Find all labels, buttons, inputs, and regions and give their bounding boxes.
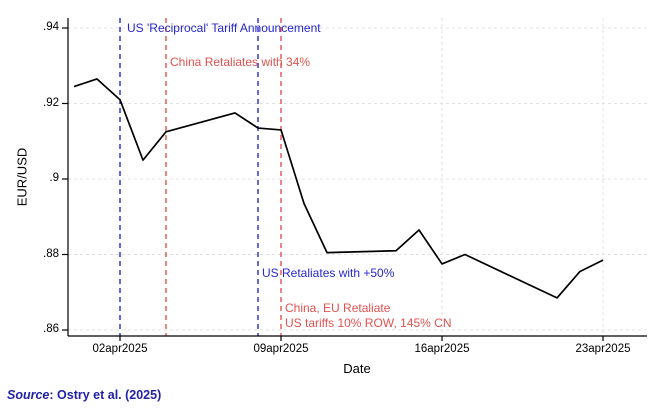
event-lines — [119, 18, 282, 336]
y-tick-label: .9 — [49, 172, 59, 184]
source-citation: : Ostry et al. (2025) — [49, 388, 162, 402]
x-axis-title: Date — [343, 361, 371, 376]
x-tick-label: 16apr2025 — [414, 343, 470, 355]
gridlines — [68, 18, 647, 336]
price-line — [73, 78, 604, 299]
source-label: Source — [7, 388, 50, 402]
annotation-us-reciprocal-tariff: US 'Reciprocal' Tariff Announcement — [127, 21, 321, 35]
annotation-china-retaliates-34: China Retaliates with 34% — [170, 55, 311, 69]
y-tick-label: .86 — [43, 323, 59, 335]
y-tick-label: .88 — [43, 247, 59, 260]
x-tick-label: 23apr2025 — [575, 343, 631, 355]
y-tick-label: .94 — [43, 21, 59, 33]
x-tick-label: 02apr2025 — [92, 343, 148, 355]
annotation-china-eu-line-1: China, EU Retaliate — [285, 301, 391, 315]
axes — [62, 18, 647, 341]
annotation-china-eu-line-2: US tariffs 10% ROW, 145% CN — [285, 316, 452, 330]
x-tick-label: 09apr2025 — [253, 343, 309, 355]
annotation-us-retaliates-50: US Retaliates with +50% — [262, 266, 395, 280]
source-note: Source: Ostry et al. (2025) — [7, 388, 161, 402]
y-tick-label: .92 — [43, 96, 59, 109]
annotation-china-eu-retaliate: China, EU Retaliate US tariffs 10% ROW, … — [285, 301, 452, 331]
eur-usd-line — [73, 78, 604, 299]
y-axis-title: EUR/USD — [14, 147, 30, 207]
